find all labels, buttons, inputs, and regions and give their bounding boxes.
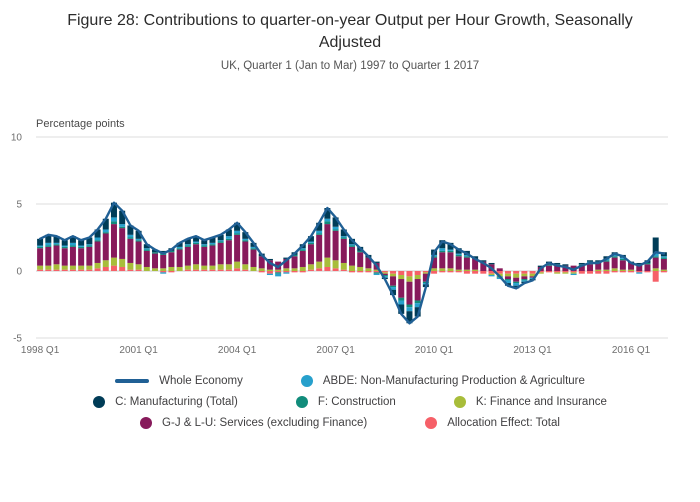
chart-legend: Whole Economy ABDE: Non-Manufacturing Pro… (0, 375, 700, 430)
legend-label: G-J & L-U: Services (excluding Finance) (162, 417, 368, 430)
legend-label: C: Manufacturing (Total) (115, 396, 238, 409)
svg-text:2010 Q1: 2010 Q1 (415, 345, 454, 356)
svg-text:2004 Q1: 2004 Q1 (218, 345, 257, 356)
legend-item: F: Construction (295, 396, 396, 409)
legend-row: Whole Economy ABDE: Non-Manufacturing Pro… (115, 375, 585, 388)
legend-item: ABDE: Non-Manufacturing Production & Agr… (300, 375, 585, 388)
legend-item: Whole Economy (115, 375, 243, 387)
chart-title: Figure 28: Contributions to quarter-on-y… (67, 12, 633, 51)
legend-label: F: Construction (317, 396, 396, 409)
svg-text:10: 10 (11, 133, 23, 144)
svg-text:5: 5 (16, 200, 22, 211)
chart-subtitle: UK, Quarter 1 (Jan to Mar) 1997 to Quart… (220, 60, 480, 73)
legend-line-swatch (115, 379, 150, 384)
legend-item: K: Finance and Insurance (453, 396, 607, 409)
legend-label: Whole Economy (159, 375, 243, 388)
svg-text:0: 0 (16, 267, 22, 278)
legend-dot-swatch (425, 417, 438, 430)
legend-item: G-J & L-U: Services (excluding Finance) (140, 417, 368, 430)
svg-text:2007 Q1: 2007 Q1 (316, 345, 355, 356)
svg-text:-5: -5 (13, 334, 22, 345)
svg-text:2013 Q1: 2013 Q1 (513, 345, 552, 356)
svg-text:2001 Q1: 2001 Q1 (119, 345, 158, 356)
legend-dot-swatch (140, 417, 153, 430)
legend-label: ABDE: Non-Manufacturing Production & Agr… (322, 375, 585, 388)
y-axis-unit-label: Percentage points (36, 118, 125, 131)
legend-row: C: Manufacturing (Total) F: Construction K… (93, 396, 607, 409)
legend-label: Allocation Effect: Total (447, 417, 560, 430)
svg-text:1998 Q1: 1998 Q1 (21, 345, 60, 356)
legend-dot-swatch (295, 396, 308, 409)
legend-item: Allocation Effect: Total (425, 417, 560, 430)
legend-dot-swatch (453, 396, 466, 409)
svg-text:2016 Q1: 2016 Q1 (612, 345, 651, 356)
legend-label: K: Finance and Insurance (475, 396, 607, 409)
figure-28-page: Figure 28: Contributions to quarter-on-y… (0, 12, 700, 430)
legend-dot-swatch (300, 375, 313, 388)
legend-dot-swatch (93, 396, 106, 409)
legend-row: G-J & L-U: Services (excluding Finance) A… (140, 417, 560, 430)
legend-item: C: Manufacturing (Total) (93, 396, 238, 409)
